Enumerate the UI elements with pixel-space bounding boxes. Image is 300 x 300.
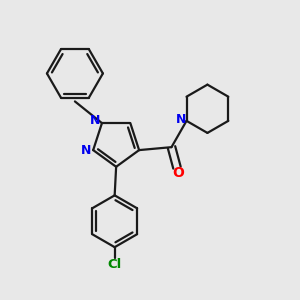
Text: O: O bbox=[172, 166, 184, 180]
Text: Cl: Cl bbox=[107, 258, 122, 271]
Text: N: N bbox=[81, 144, 91, 157]
Text: N: N bbox=[176, 113, 186, 126]
Text: N: N bbox=[90, 114, 101, 127]
